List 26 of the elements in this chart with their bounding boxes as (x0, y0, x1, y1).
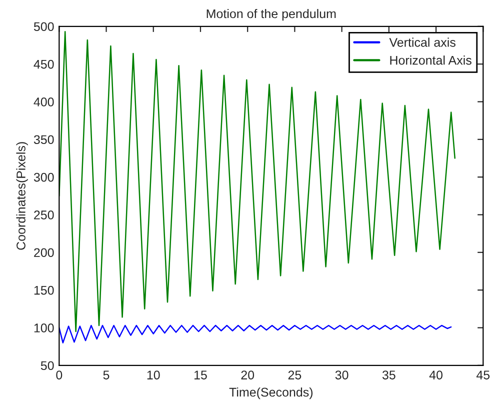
x-tick-label: 0 (56, 370, 62, 380)
x-tick-label: 45 (476, 370, 490, 380)
y-tick-label: 150 (34, 286, 54, 295)
x-axis-title: Time(Seconds) (229, 387, 313, 400)
y-tick-label: 250 (34, 210, 54, 220)
y-tick-label: 50 (40, 361, 54, 370)
x-tick-label: 15 (194, 370, 207, 380)
x-tick-label: 5 (103, 370, 110, 380)
x-tick-label: 10 (147, 370, 160, 380)
x-tick-label: 25 (288, 370, 302, 380)
y-tick-label: 200 (34, 248, 54, 258)
legend-label: Horizontal Axis (390, 56, 472, 65)
y-tick-label: 350 (34, 135, 54, 144)
y-tick-label: 400 (34, 98, 54, 106)
y-tick-label: 450 (34, 60, 54, 69)
y-tick-label: 300 (34, 172, 54, 182)
legend-label: Vertical axis (389, 38, 456, 47)
y-tick-label: 500 (34, 22, 54, 32)
x-tick-label: 20 (241, 370, 254, 380)
line-series (59, 324, 452, 344)
x-tick-label: 35 (382, 370, 396, 380)
chart-title: Motion of the pendulum (206, 9, 336, 21)
x-tick-label: 40 (429, 370, 442, 380)
y-axis-title: Coordinates(Pixels) (16, 142, 28, 250)
x-tick-label: 30 (335, 370, 348, 380)
y-tick-label: 100 (34, 324, 54, 332)
